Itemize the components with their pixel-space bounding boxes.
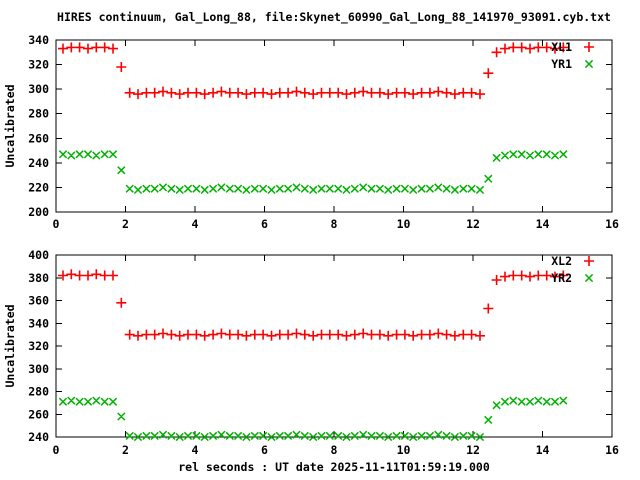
x-tick-label: 0 [53,217,60,231]
legend-marker-YR1-icon [584,59,594,69]
x-tick-label: 14 [536,217,550,231]
y-tick-label: 320 [28,58,49,72]
y-axis-label: Uncalibrated [3,84,17,167]
legend-label-YR1: YR1 [551,57,572,71]
y-tick-label: 220 [28,180,49,194]
legend-label-XL1: XL1 [551,40,572,54]
x-tick-label: 10 [397,217,411,231]
panel-bottom: 0 2 4 6 8 10 12 14 16 240 260 280 300 320 340 360 380 400… [3,248,619,457]
y-axis-label: Uncalibrated [3,304,17,387]
series-XL2-points [58,269,569,341]
chart-title: HIRES continuum, Gal_Long_88, file:Skyne… [57,10,611,24]
x-tick-label: 12 [466,443,480,457]
x-tick-label: 4 [192,443,199,457]
x-tick-label: 14 [536,443,550,457]
y-tick-label: 300 [28,82,49,96]
legend-marker-XL1-icon [584,42,594,52]
y-tick-label: 300 [28,362,49,376]
y-tick-label: 240 [28,156,49,170]
y-tick-label: 340 [28,33,49,47]
x-tick-label: 8 [331,443,338,457]
legend-marker-YR2-icon [584,273,594,283]
x-tick-label: 4 [192,217,199,231]
series-XL1-points [58,42,569,100]
legend-label-YR2: YR2 [551,271,572,285]
y-tick-label: 280 [28,385,49,399]
axis-ticks [55,254,613,438]
panel-top: 0 2 4 6 8 10 12 14 16 200 220 240 260 280 300 320 340 Unc… [3,33,619,231]
legend-label-XL2: XL2 [551,254,572,268]
y-tick-label: 260 [28,407,49,421]
x-axis-title: rel seconds : UT date 2025-11-11T01:59:1… [178,460,490,474]
x-tick-label: 6 [261,443,268,457]
y-tick-label: 360 [28,294,49,308]
tick-labels: 0 2 4 6 8 10 12 14 16 200 220 240 260 280 300 320 340 [28,33,619,231]
plot-border [55,254,613,438]
x-tick-label: 0 [53,443,60,457]
legend-marker-XL2-icon [584,256,594,266]
x-tick-label: 8 [331,217,338,231]
x-tick-label: 12 [466,217,480,231]
series-YR1-points [58,150,568,195]
y-tick-label: 340 [28,316,49,330]
y-tick-label: 280 [28,107,49,121]
tick-labels: 0 2 4 6 8 10 12 14 16 240 260 280 300 320 340 360 380 400 [28,248,619,457]
x-tick-label: 16 [605,217,619,231]
x-tick-label: 10 [397,443,411,457]
x-tick-label: 2 [122,443,129,457]
series-YR2-points [58,396,568,442]
y-tick-label: 240 [28,430,49,444]
y-tick-label: 200 [28,205,49,219]
y-tick-label: 260 [28,131,49,145]
y-tick-label: 320 [28,339,49,353]
plot-border [55,39,613,213]
x-tick-label: 2 [122,217,129,231]
y-tick-label: 400 [28,248,49,262]
axis-ticks [55,39,613,213]
y-tick-label: 380 [28,271,49,285]
x-tick-label: 16 [605,443,619,457]
x-tick-label: 6 [261,217,268,231]
